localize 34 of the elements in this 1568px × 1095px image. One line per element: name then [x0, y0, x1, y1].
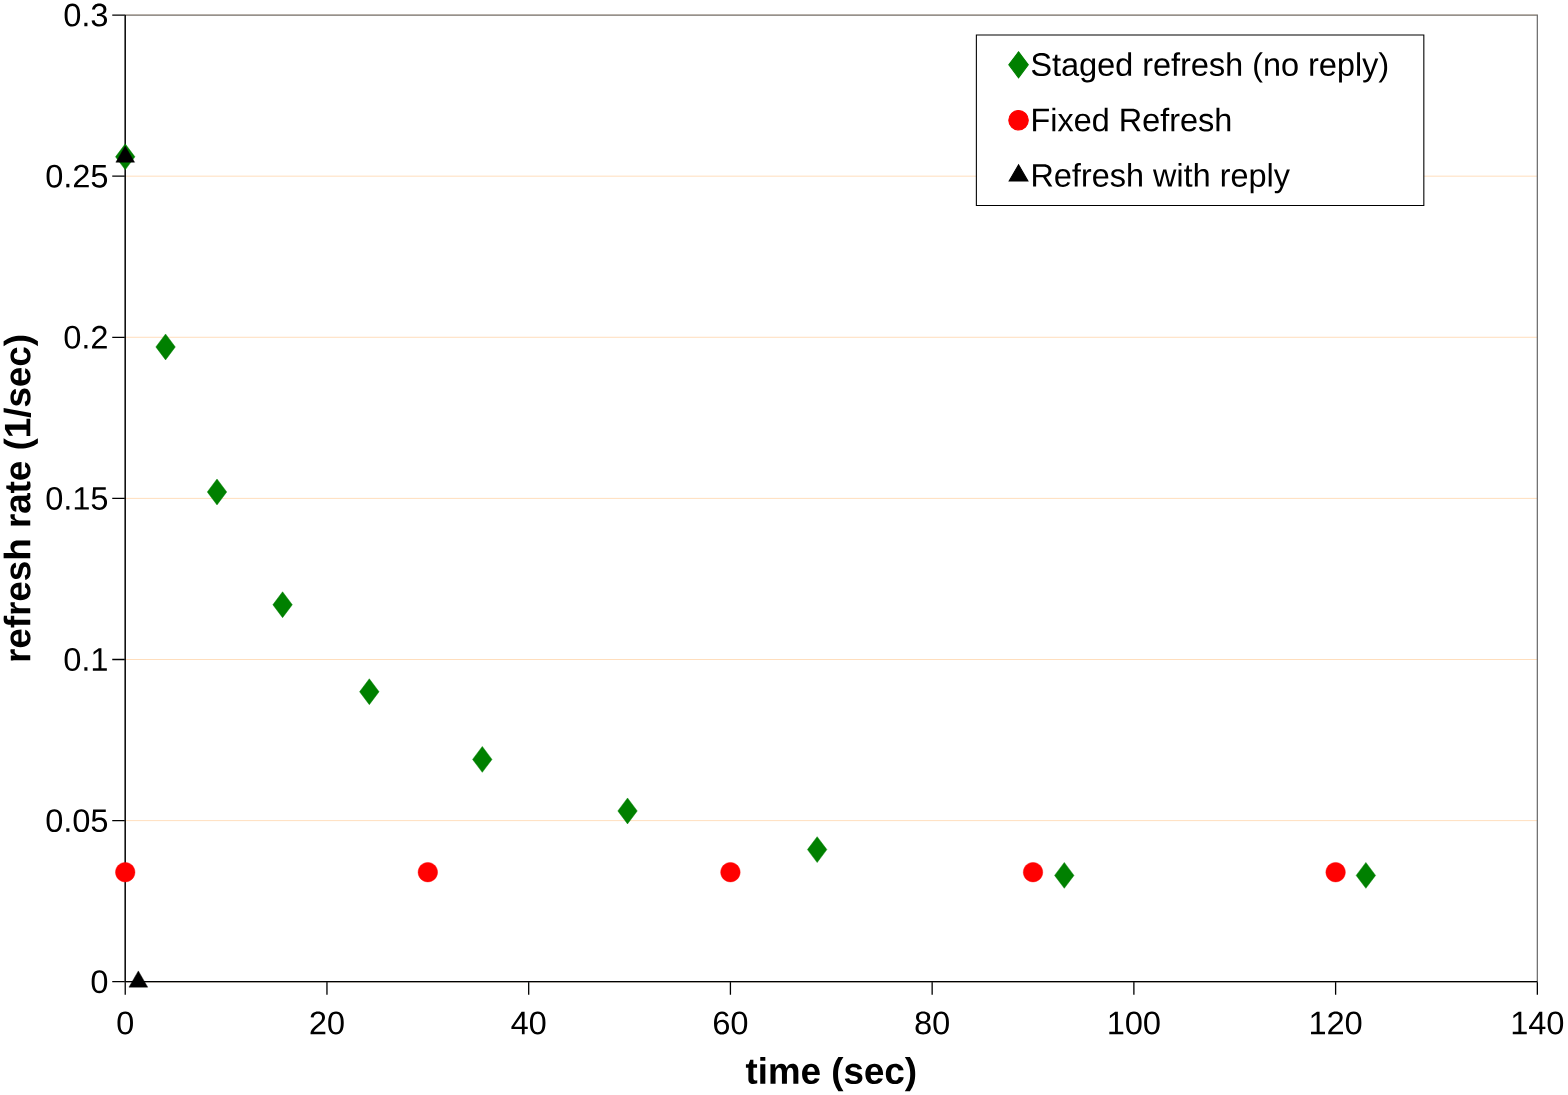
x-tick-label: 40 — [511, 1011, 546, 1035]
point — [272, 591, 293, 618]
legend-label: Fixed Refresh — [1033, 107, 1231, 132]
x-tick-label: 140 — [1512, 1011, 1564, 1035]
x-axis-title: time (sec) — [745, 1057, 916, 1092]
y-tick-label: 0.05 — [46, 809, 108, 833]
point — [115, 862, 136, 883]
point — [807, 836, 828, 863]
x-tick-label: 0 — [117, 1011, 133, 1035]
x-tick-label: 120 — [1311, 1011, 1362, 1035]
point — [359, 678, 380, 705]
point — [155, 333, 176, 361]
y-tick-label: 0 — [91, 970, 108, 994]
x-tick-label: 100 — [1109, 1011, 1160, 1035]
x-tick-label: 80 — [915, 1011, 949, 1035]
point — [1325, 862, 1346, 883]
x-tick-label: 60 — [714, 1011, 748, 1035]
y-tick-label: 0.25 — [46, 164, 108, 188]
x-tick-label: 20 — [310, 1011, 344, 1035]
point — [207, 478, 227, 506]
point — [617, 797, 638, 825]
legend-label: Refresh with reply — [1033, 163, 1290, 194]
y-axis-title: refresh rate (1/sec) — [3, 335, 38, 661]
y-tick-label: 0.1 — [64, 648, 107, 672]
point — [472, 746, 493, 773]
point — [1023, 862, 1043, 883]
y-tick-label: 0.2 — [64, 325, 107, 349]
legend-label: Staged refresh (no reply) — [1031, 52, 1388, 83]
y-tick-label: 0.3 — [64, 3, 108, 27]
y-tick-label: 0.15 — [46, 486, 108, 510]
point — [1355, 862, 1376, 889]
point — [417, 862, 438, 883]
point — [720, 862, 741, 883]
point — [1054, 862, 1075, 889]
